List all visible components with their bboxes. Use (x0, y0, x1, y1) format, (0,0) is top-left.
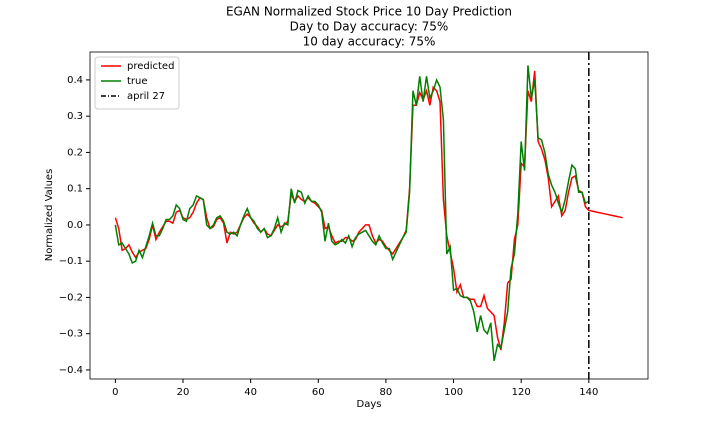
x-tick-label: 140 (579, 387, 598, 398)
y-tick-label: −0.2 (59, 292, 83, 303)
chart-subtitle: 10 day accuracy: 75% (303, 35, 436, 49)
x-axis-label: Days (357, 399, 382, 410)
chart-subtitle: Day to Day accuracy: 75% (290, 20, 449, 34)
x-tick-label: 0 (112, 387, 118, 398)
data-line (114, 70, 623, 351)
chart-title: EGAN Normalized Stock Price 10 Day Predi… (226, 5, 512, 19)
y-tick-label: 0.2 (67, 147, 83, 158)
y-tick-label: 0.3 (67, 111, 83, 122)
legend-label: true (127, 76, 148, 87)
legend-label: predicted (127, 61, 174, 72)
x-tick-label: 100 (444, 387, 463, 398)
x-tick-label: 20 (177, 387, 190, 398)
y-tick-label: −0.3 (59, 329, 83, 340)
x-tick-label: 120 (512, 387, 531, 398)
x-tick-label: 40 (244, 387, 257, 398)
legend-label: april 27 (127, 91, 165, 102)
y-tick-label: −0.1 (59, 256, 83, 267)
y-tick-label: 0.0 (67, 220, 83, 231)
y-axis-label: Normalized Values (44, 169, 55, 262)
data-line (114, 65, 590, 362)
y-tick-label: 0.4 (67, 75, 83, 86)
x-tick-label: 80 (380, 387, 393, 398)
y-tick-label: −0.4 (59, 365, 83, 376)
y-tick-label: 0.1 (67, 184, 83, 195)
axes-frame (89, 51, 649, 380)
x-tick-label: 60 (312, 387, 325, 398)
